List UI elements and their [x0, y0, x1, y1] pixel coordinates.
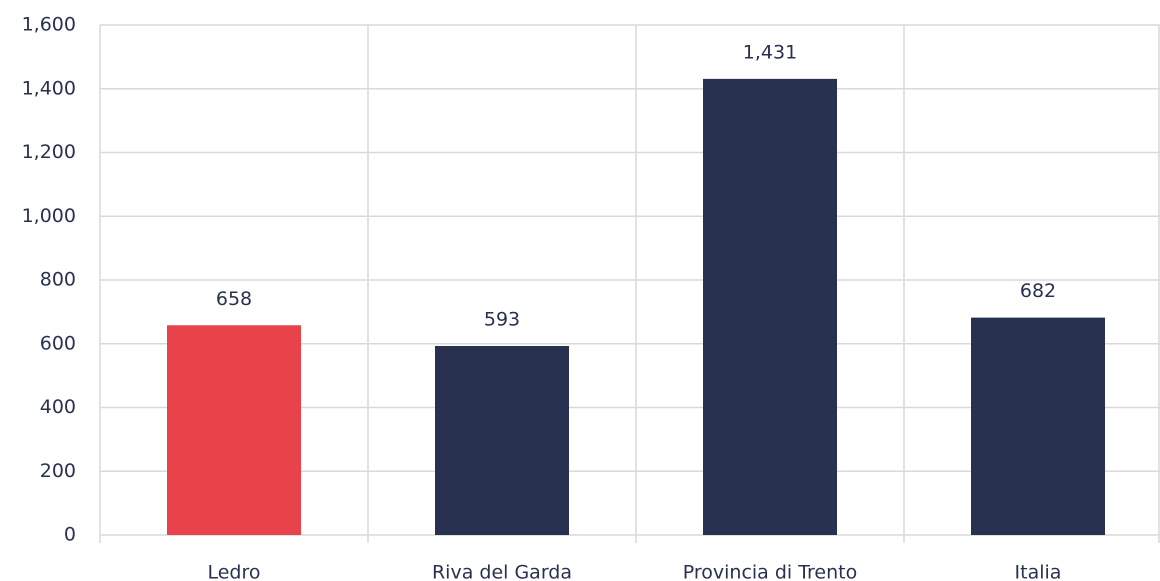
y-tick-label: 400 [40, 396, 76, 418]
y-tick-label: 1,200 [22, 141, 76, 163]
x-tick-label: Provincia di Trento [683, 562, 858, 581]
y-tick-label: 200 [40, 460, 76, 482]
y-tick-label: 1,600 [22, 14, 76, 36]
data-label: 682 [1020, 280, 1056, 302]
bar [703, 78, 837, 536]
x-tick-label: Ledro [207, 562, 260, 581]
x-tick-label: Italia [1015, 562, 1062, 581]
data-label: 1,431 [743, 41, 797, 63]
bar [167, 325, 301, 535]
y-tick-label: 600 [40, 332, 76, 354]
data-label: 658 [216, 288, 252, 310]
y-tick-label: 1,400 [22, 77, 76, 99]
bar [435, 345, 569, 535]
y-tick-label: 0 [64, 524, 76, 546]
data-label: 593 [484, 308, 520, 330]
x-tick-label: Riva del Garda [432, 562, 572, 581]
bar [971, 317, 1105, 535]
y-tick-label: 1,000 [22, 205, 76, 227]
y-tick-label: 800 [40, 269, 76, 291]
